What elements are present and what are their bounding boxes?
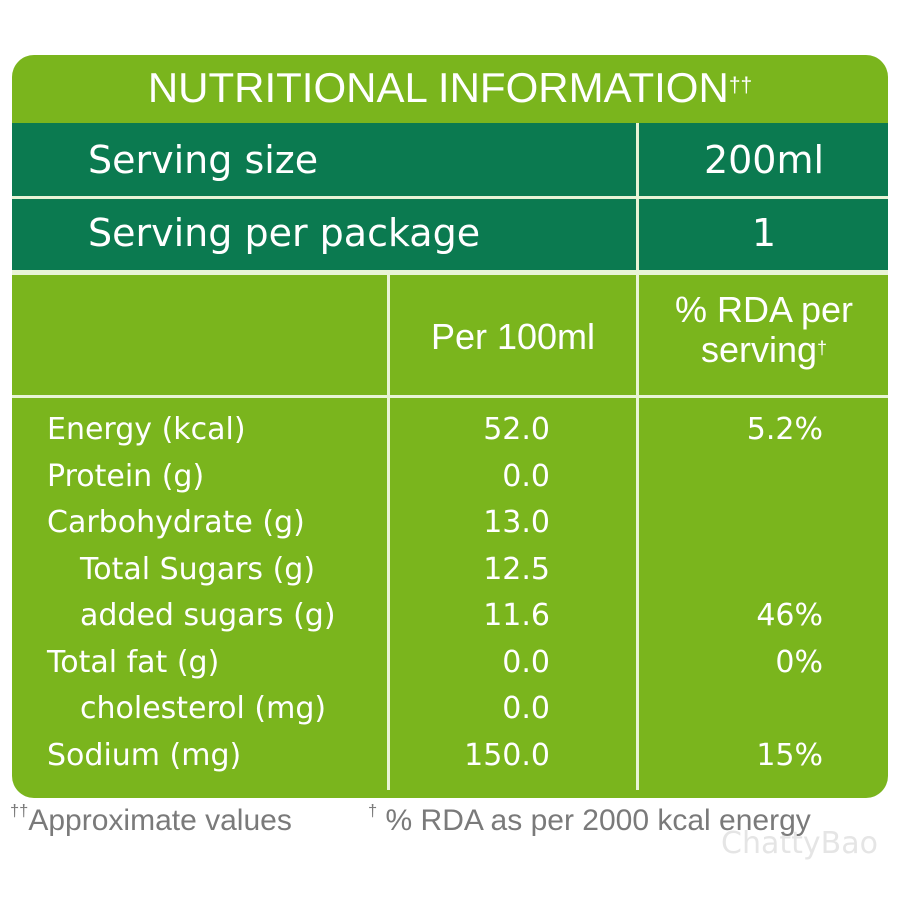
title-text: NUTRITIONAL INFORMATION [147,64,729,111]
serving-label: Serving size [88,138,319,182]
per-100ml: 52.0 [483,412,550,447]
footnote-mark: †† [10,802,29,820]
nutrient-name: Total fat (g) [47,644,220,680]
footnote: ††Approximate values [10,802,292,838]
nutrient-name: cholesterol (mg) [80,691,327,726]
column-header: Per 100ml [430,316,596,357]
footnote-mark: † [368,802,378,820]
per-100ml: 150.0 [464,737,550,773]
divider [636,123,639,790]
divider [387,275,390,790]
watermark: ChattyBao [721,826,878,861]
per-100ml: 0.0 [502,458,550,494]
per-100ml: 0.0 [502,644,550,680]
rda-value: 15% [756,737,823,773]
title: NUTRITIONAL INFORMATION†† [12,60,888,116]
serving-value: 200ml [703,138,825,182]
rda-value: 46% [756,598,823,633]
column-header-text: % RDA per serving [674,289,854,370]
nutrient-name: Protein (g) [47,458,205,494]
title-mark: †† [728,74,753,97]
divider [12,395,888,398]
column-header-mark: † [817,338,828,358]
serving-label: Serving per package [88,211,481,255]
per-100ml: 12.5 [483,551,550,587]
nutrient-name: Carbohydrate (g) [47,505,305,540]
footnote: † % RDA as per 2000 kcal energy [368,802,811,838]
divider [12,196,888,199]
nutrient-name: Total Sugars (g) [80,551,316,587]
column-header: % RDA per serving† [640,290,888,370]
nutrient-name: added sugars (g) [80,598,336,633]
per-100ml: 0.0 [502,691,550,726]
per-100ml: 11.6 [483,598,550,633]
rda-value: 5.2% [746,412,823,447]
nutrient-name: Energy (kcal) [47,412,246,447]
divider [12,270,888,275]
footnote-text: Approximate values [28,804,292,837]
footnote-text: % RDA as per 2000 kcal energy [385,804,811,837]
serving-value: 1 [751,211,777,255]
rda-value: 0% [775,644,823,680]
per-100ml: 13.0 [483,505,550,540]
nutrient-name: Sodium (mg) [47,737,242,773]
